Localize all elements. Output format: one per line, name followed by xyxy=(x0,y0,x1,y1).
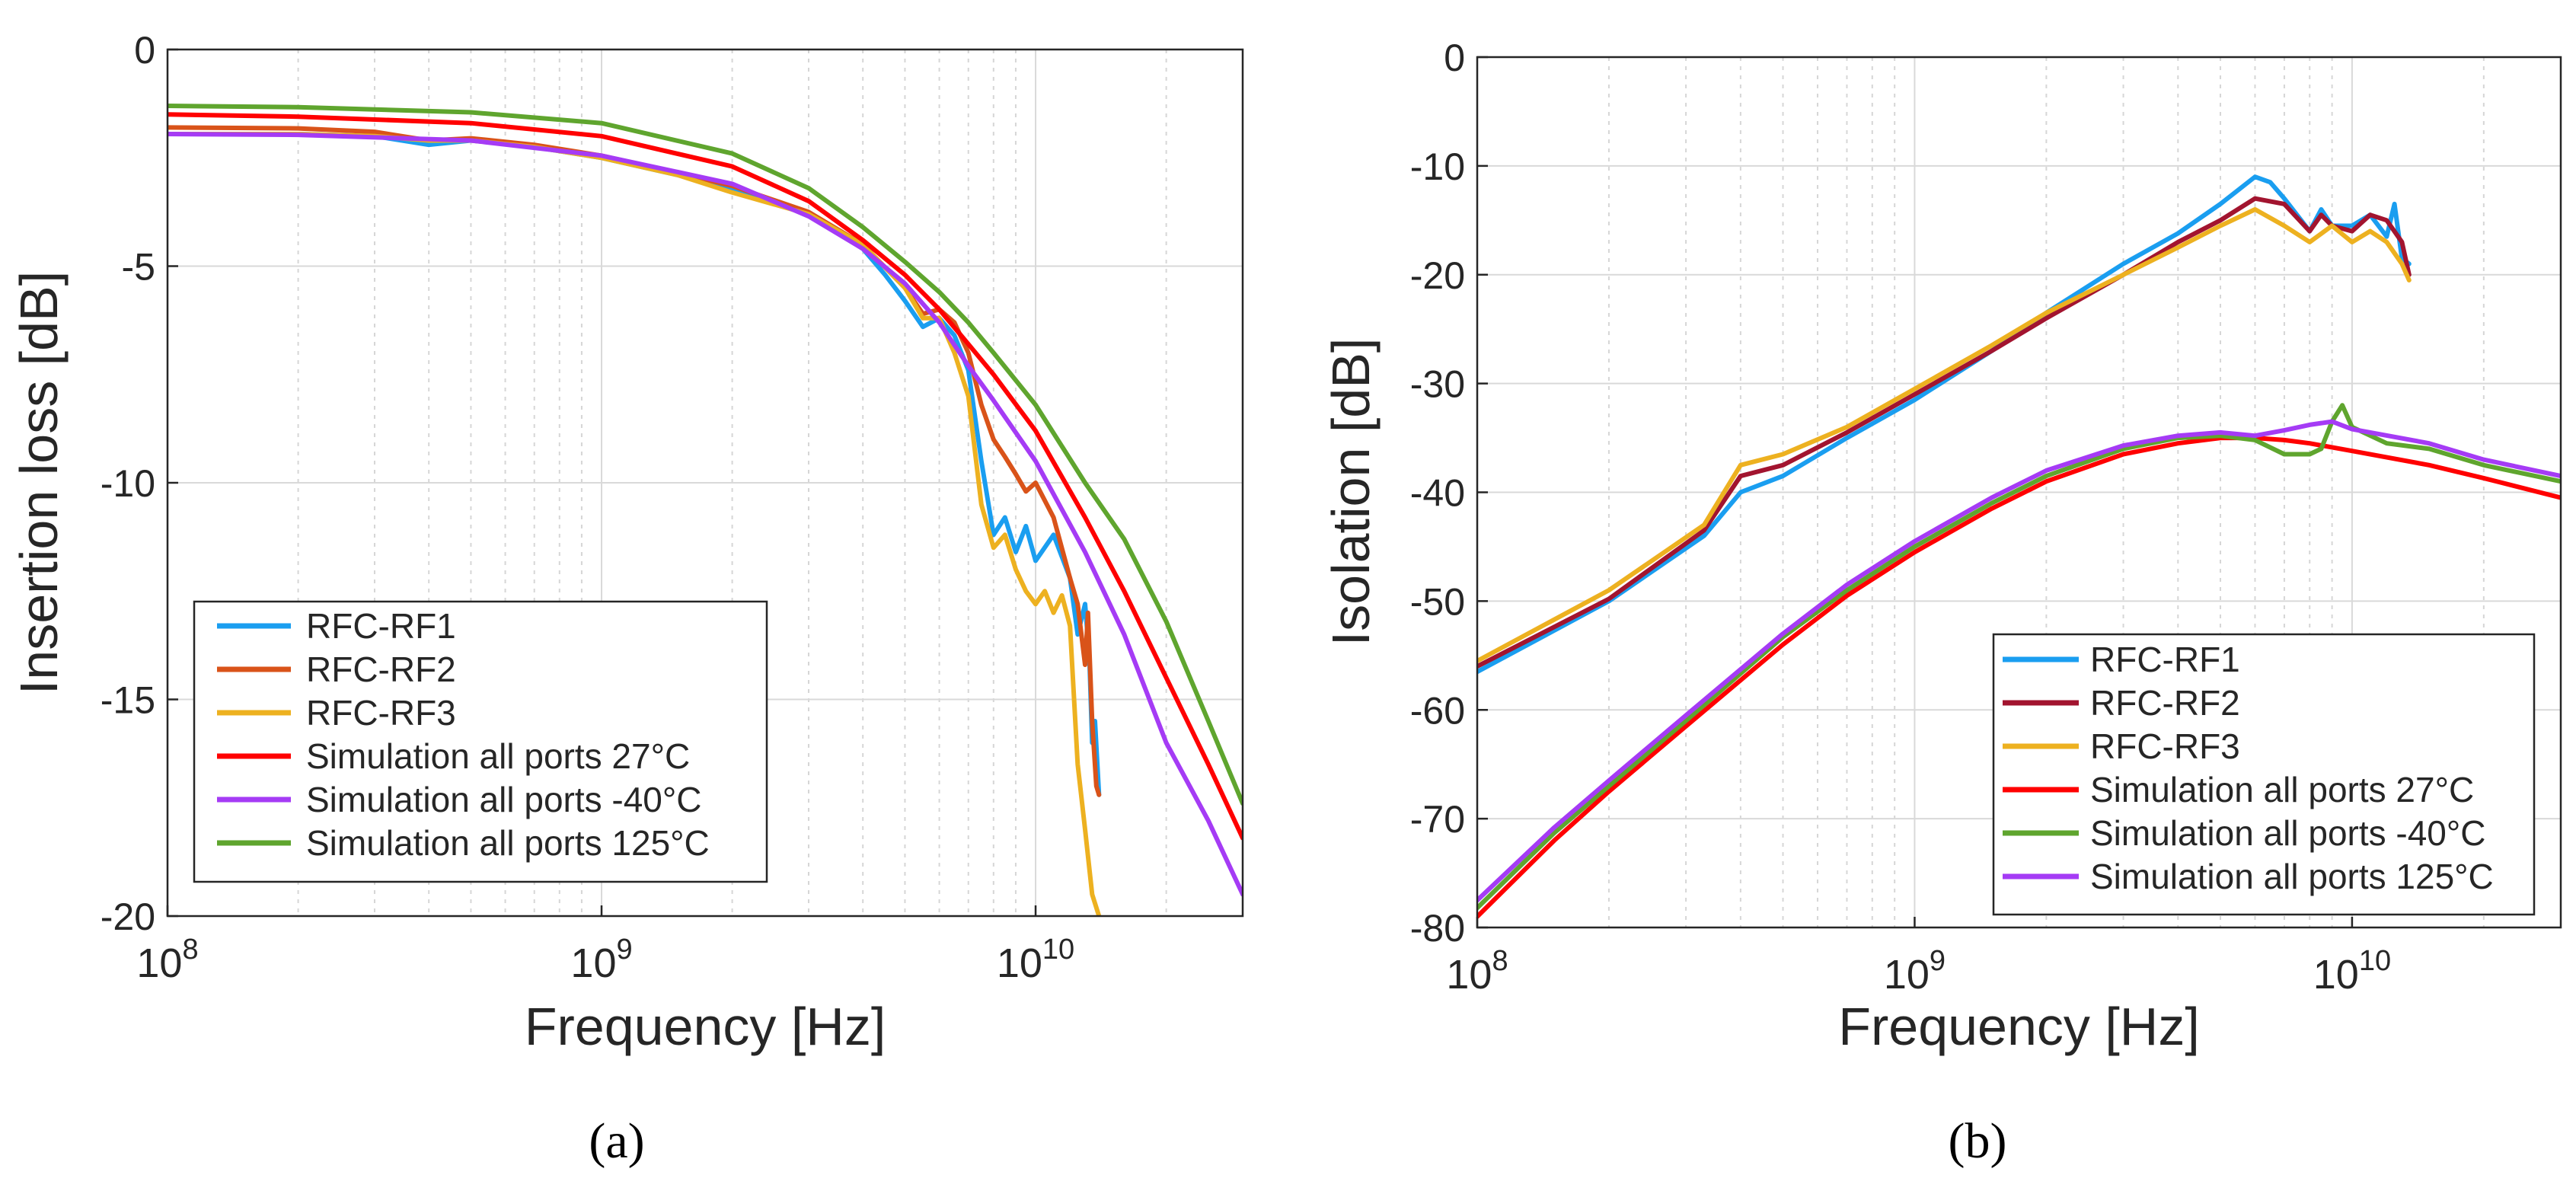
series-line-5 xyxy=(1477,419,2561,903)
y-tick-label: -50 xyxy=(1410,580,1465,623)
legend-entry-label: RFC-RF3 xyxy=(2090,726,2240,766)
x-tick-label: 108 xyxy=(1446,945,1508,998)
y-tick-label: -20 xyxy=(101,896,155,938)
series-line-4 xyxy=(168,132,1243,897)
x-tick-label: 108 xyxy=(136,934,198,986)
y-tick-label: 0 xyxy=(1444,37,1465,79)
y-tick-label: -70 xyxy=(1410,798,1465,841)
y-tick-label: -40 xyxy=(1410,472,1465,515)
series-line-1 xyxy=(1477,196,2412,669)
panel-b-caption: (b) xyxy=(1949,1113,2007,1169)
legend-box xyxy=(193,600,768,883)
y-tick-label: -5 xyxy=(122,246,155,289)
y-tick-label: -15 xyxy=(101,679,155,722)
panel-a-caption: (a) xyxy=(589,1113,644,1169)
panel-a-y-axis-label: Insertion loss [dB] xyxy=(9,271,69,694)
series-line-2 xyxy=(1477,207,2412,663)
x-tick-mantissa: 10 xyxy=(997,940,1042,986)
legend-entry-label: RFC-RF2 xyxy=(306,650,456,689)
panel-b-x-ticks: 108 109 1010 xyxy=(1446,917,2391,998)
series-line-0 xyxy=(1477,174,2412,675)
x-tick-exponent: 10 xyxy=(2359,945,2391,977)
x-tick-exponent: 9 xyxy=(616,934,632,966)
panel-a-series xyxy=(168,104,1243,916)
series-line-3 xyxy=(168,112,1243,841)
x-tick-mantissa: 10 xyxy=(1446,952,1492,998)
panel-b-isolation: 108 109 1010 0-10-20-30-40-50-60-70-80 Fre… xyxy=(1321,37,2562,1169)
legend-entry-label: RFC-RF3 xyxy=(306,693,456,733)
legend-entry-label: Simulation all ports -40°C xyxy=(2090,813,2486,853)
x-tick-exponent: 8 xyxy=(182,934,198,966)
series-line-5 xyxy=(168,104,1243,806)
x-tick-mantissa: 10 xyxy=(136,940,182,986)
y-tick-label: -60 xyxy=(1410,689,1465,732)
panel-a-y-ticks: 0 -5 -10 -15 -20 xyxy=(101,29,178,938)
y-tick-label: 0 xyxy=(134,29,155,72)
x-tick-label: 1010 xyxy=(997,934,1074,986)
legend-entry-label: Simulation all ports -40°C xyxy=(306,780,702,819)
x-tick-exponent: 8 xyxy=(1492,945,1508,977)
x-tick-mantissa: 10 xyxy=(570,940,616,986)
x-tick-label: 1010 xyxy=(2313,945,2391,998)
panel-a-insertion-loss: 108 109 1010 0-5-10-15-20 Frequency [Hz] I… xyxy=(9,29,1244,1169)
legend-box xyxy=(1992,633,2536,916)
legend-entry-label: Simulation all ports 125°C xyxy=(306,823,710,863)
panel-b-x-axis-label: Frequency [Hz] xyxy=(1838,997,2200,1056)
legend-entry-label: RFC-RF1 xyxy=(2090,640,2240,679)
panel-b-y-ticks: 0 -10 -20 -30 -40 -50 -60 -70 -80 xyxy=(1410,37,1488,950)
y-tick-label: -30 xyxy=(1410,363,1465,406)
y-tick-label: -10 xyxy=(1410,145,1465,188)
panel-a-x-ticks: 108 109 1010 xyxy=(136,905,1074,986)
y-tick-label: -10 xyxy=(101,462,155,505)
x-tick-exponent: 9 xyxy=(1930,945,1946,977)
x-tick-label: 109 xyxy=(570,934,632,986)
y-tick-label: -20 xyxy=(1410,254,1465,297)
x-tick-mantissa: 10 xyxy=(1884,952,1930,998)
x-tick-mantissa: 10 xyxy=(2313,952,2359,998)
panel-a-x-axis-label: Frequency [Hz] xyxy=(525,997,886,1056)
legend-entry-label: RFC-RF2 xyxy=(2090,683,2240,723)
series-line-3 xyxy=(1477,436,2561,919)
panel-b-y-axis-label: Isolation [dB] xyxy=(1321,338,1381,646)
y-tick-label: -80 xyxy=(1410,907,1465,950)
x-tick-exponent: 10 xyxy=(1042,934,1074,966)
panel-b-caption-text: (b) xyxy=(1949,1113,2007,1169)
x-tick-label: 109 xyxy=(1884,945,1946,998)
panel-b-series xyxy=(1477,174,2561,919)
legend-entry-label: Simulation all ports 27°C xyxy=(306,736,690,776)
legend-entry-label: Simulation all ports 125°C xyxy=(2090,857,2494,896)
legend-entry-label: Simulation all ports 27°C xyxy=(2090,770,2474,809)
panel-a-caption-text: (a) xyxy=(589,1113,644,1169)
legend-entry-label: RFC-RF1 xyxy=(306,606,456,646)
